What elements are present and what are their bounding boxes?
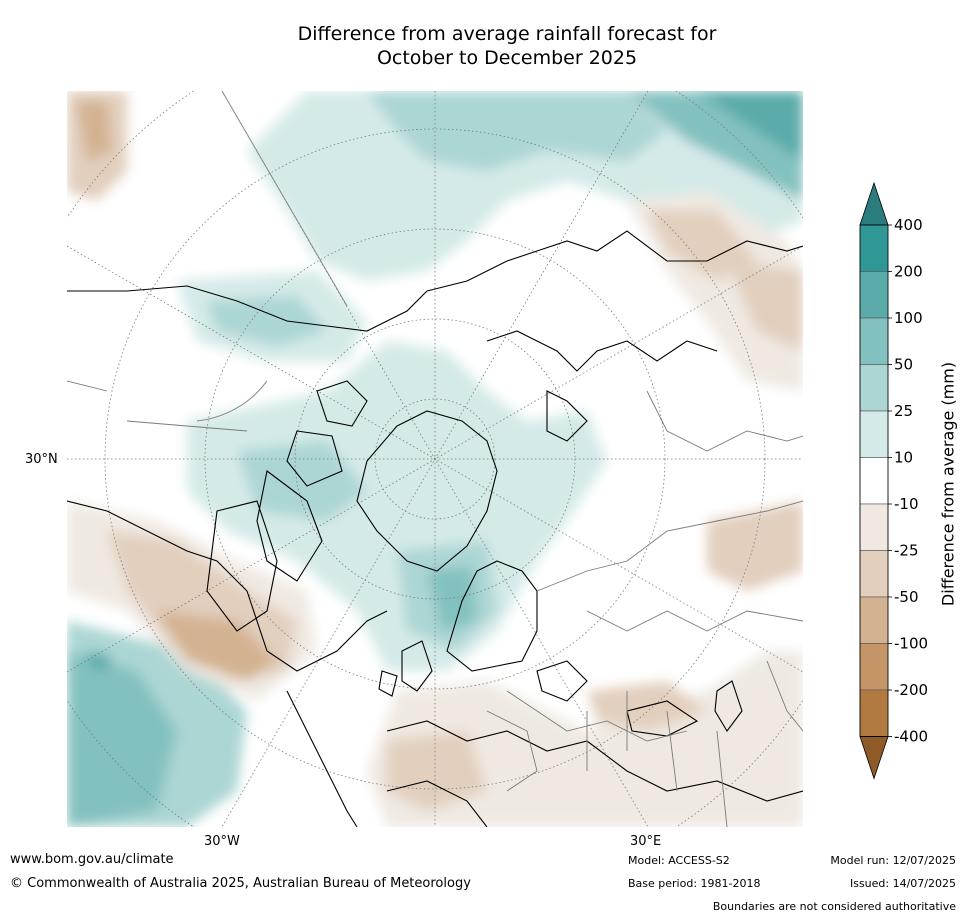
- alaska-coast: [67, 285, 428, 332]
- colorbar-tick-label: -25: [894, 542, 919, 560]
- longitude-label-east: 30°E: [630, 834, 662, 849]
- disclaimer-text: Boundaries are not considered authoritat…: [712, 900, 956, 913]
- colorbar-swatch: [859, 596, 889, 644]
- colorbar-tick-label: 25: [894, 402, 913, 420]
- colorbar: 400 200 100 50 25 10 -10 -25 -50 -100 -200 -400: [859, 181, 928, 780]
- colorbar-swatch: [859, 689, 889, 737]
- colorbar-tick-label: -50: [894, 588, 919, 606]
- longitude-label-west: 30°W: [204, 834, 240, 849]
- copyright-text: © Commonwealth of Australia 2025, Austra…: [10, 876, 471, 891]
- british-isles-coast: [378, 640, 433, 697]
- issued-text: Issued: 14/07/2025: [849, 877, 956, 890]
- model-run-text: Model run: 12/07/2025: [830, 854, 956, 867]
- colorbar-tick-label: -200: [894, 681, 928, 699]
- colorbar-swatch: [859, 550, 889, 598]
- colorbar-swatch: [859, 410, 889, 458]
- greenland-coast: [356, 410, 498, 572]
- colorbar-swatch: [859, 503, 889, 551]
- colorbar-tick-label: -100: [894, 635, 928, 653]
- colorbar-swatch: [859, 271, 889, 319]
- colorbar-swatch: [859, 364, 889, 412]
- map-title: Difference from average rainfall forecas…: [160, 22, 854, 70]
- title-line-2: October to December 2025: [376, 47, 638, 69]
- colorbar-tick-labels: 400 200 100 50 25 10 -10 -25 -50 -100 -200 -400: [888, 216, 928, 746]
- colorbar-extend-top: [859, 181, 889, 226]
- graticule: [67, 91, 803, 827]
- graticule-solid: [196, 91, 348, 422]
- colorbar-swatch: [859, 457, 889, 505]
- colorbar-tick-label: 200: [894, 263, 923, 281]
- colorbar-swatch: [859, 224, 889, 272]
- colorbar-swatch: [859, 317, 889, 365]
- colorbar-tick-label: 50: [894, 356, 913, 374]
- colorbar-outline: [859, 224, 889, 737]
- colorbar-tick-label: -400: [894, 728, 928, 746]
- colorbar-tick-label: 100: [894, 309, 923, 327]
- country-boundaries: [67, 380, 803, 827]
- colorbar-swatch: [859, 643, 889, 691]
- colorbar-tick-label: 400: [894, 216, 923, 234]
- siberia-coast: [426, 230, 803, 292]
- colorbar-tick-label: 10: [894, 449, 913, 467]
- colorbar-extend-bottom: [859, 736, 889, 780]
- rainfall-anomaly-map: [67, 91, 803, 827]
- model-text: Model: ACCESS-S2: [628, 854, 730, 867]
- colorbar-swatches: [859, 181, 889, 780]
- colorbar-title: Difference from average (mm): [938, 361, 958, 607]
- website-link[interactable]: www.bom.gov.au/climate: [10, 852, 174, 867]
- title-line-1: Difference from average rainfall forecas…: [297, 23, 717, 45]
- canada-arctic-coast: [206, 380, 368, 632]
- base-period-text: Base period: 1981-2018: [628, 877, 761, 890]
- latitude-label: 30°N: [25, 452, 58, 467]
- colorbar-tick-label: -10: [894, 495, 919, 513]
